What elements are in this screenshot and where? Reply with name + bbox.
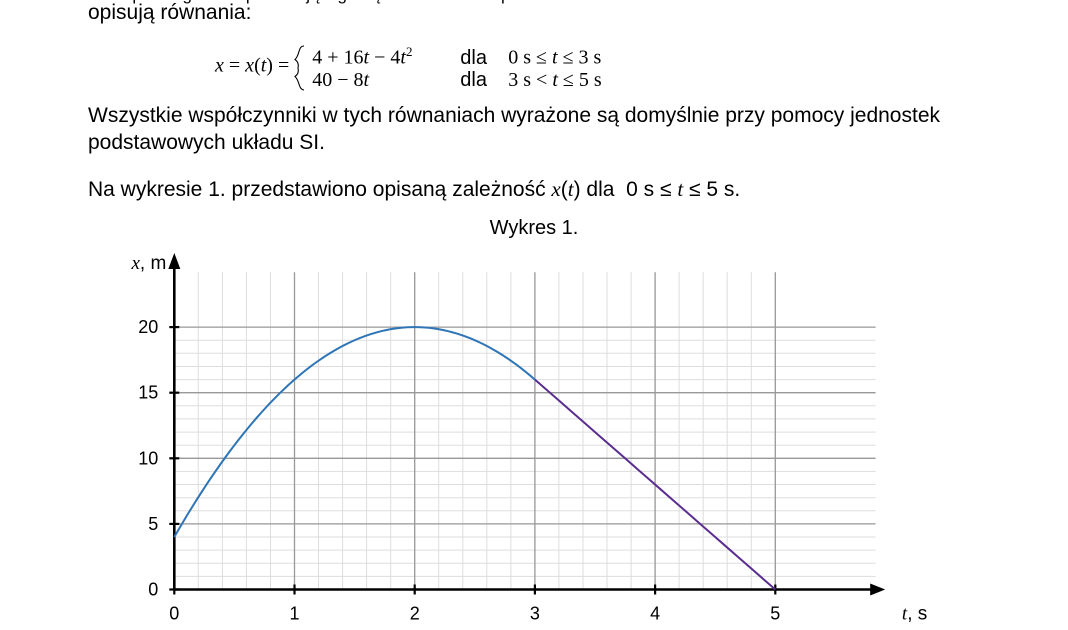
svg-text:0: 0 bbox=[148, 580, 158, 600]
svg-text:3: 3 bbox=[530, 604, 540, 624]
svg-text:20: 20 bbox=[138, 317, 158, 337]
svg-text:2: 2 bbox=[410, 604, 420, 624]
svg-text:x, m: x, m bbox=[130, 253, 166, 274]
svg-text:t, s: t, s bbox=[902, 604, 927, 625]
svg-text:5: 5 bbox=[148, 514, 158, 534]
svg-text:1: 1 bbox=[289, 604, 299, 624]
svg-text:4: 4 bbox=[650, 604, 660, 624]
svg-text:5: 5 bbox=[770, 604, 780, 624]
svg-text:15: 15 bbox=[138, 383, 158, 403]
svg-text:10: 10 bbox=[138, 448, 158, 468]
svg-text:0: 0 bbox=[169, 604, 179, 624]
